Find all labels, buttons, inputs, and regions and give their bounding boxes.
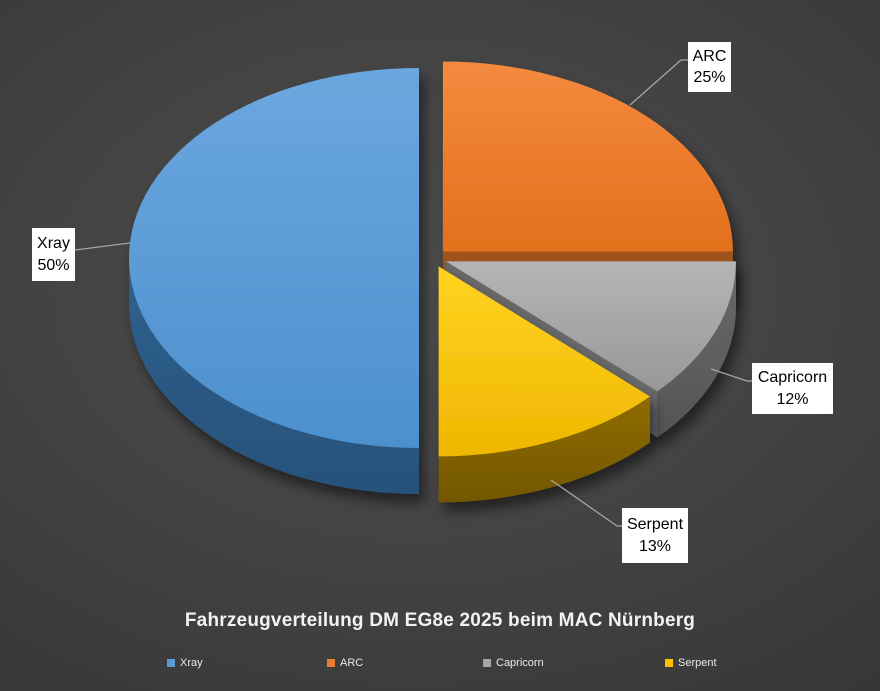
leader-line-arc xyxy=(629,59,688,106)
legend-label: ARC xyxy=(340,657,364,669)
data-label-xray: Xray 50% xyxy=(32,228,75,281)
label-percent: 25% xyxy=(693,69,726,86)
label-percent: 13% xyxy=(638,537,672,555)
label-percent: 12% xyxy=(776,390,809,408)
leader-line-capricorn xyxy=(710,368,752,382)
slice-top xyxy=(446,261,736,392)
legend-label: Xray xyxy=(180,657,203,669)
label-name: Capricorn xyxy=(757,369,828,387)
data-label-arc: ARC 25% xyxy=(688,42,731,92)
leader-line-xray xyxy=(74,242,131,251)
slice-rim xyxy=(657,261,736,438)
legend-label: Capricorn xyxy=(496,657,544,669)
legend-item-capricorn[interactable]: Capricorn xyxy=(483,657,544,669)
slice-rim xyxy=(438,396,650,503)
legend-swatch-icon xyxy=(665,659,673,667)
chart-title: Fahrzeugverteilung DM EG8e 2025 beim MAC… xyxy=(184,610,696,631)
leader-line-serpent xyxy=(550,479,622,527)
data-label-serpent: Serpent 13% xyxy=(622,508,688,563)
pie-slice-xray[interactable] xyxy=(129,68,419,494)
legend-label: Serpent xyxy=(678,657,717,669)
slice-top xyxy=(438,266,650,457)
legend-item-xray[interactable]: Xray xyxy=(167,657,203,669)
slice-rim xyxy=(129,258,419,494)
legend-item-serpent[interactable]: Serpent xyxy=(665,657,717,669)
label-name: Serpent xyxy=(626,516,684,534)
slice-top xyxy=(442,61,733,252)
legend-swatch-icon xyxy=(327,659,335,667)
label-percent: 50% xyxy=(37,256,70,274)
label-name: ARC xyxy=(692,47,727,65)
legend-swatch-icon xyxy=(483,659,491,667)
legend-swatch-icon xyxy=(167,659,175,667)
pie-slice-serpent[interactable] xyxy=(438,266,650,503)
slice-top xyxy=(129,68,419,448)
label-name: Xray xyxy=(37,235,70,253)
data-label-capricorn: Capricorn 12% xyxy=(752,363,833,414)
legend-item-arc[interactable]: ARC xyxy=(327,657,363,669)
